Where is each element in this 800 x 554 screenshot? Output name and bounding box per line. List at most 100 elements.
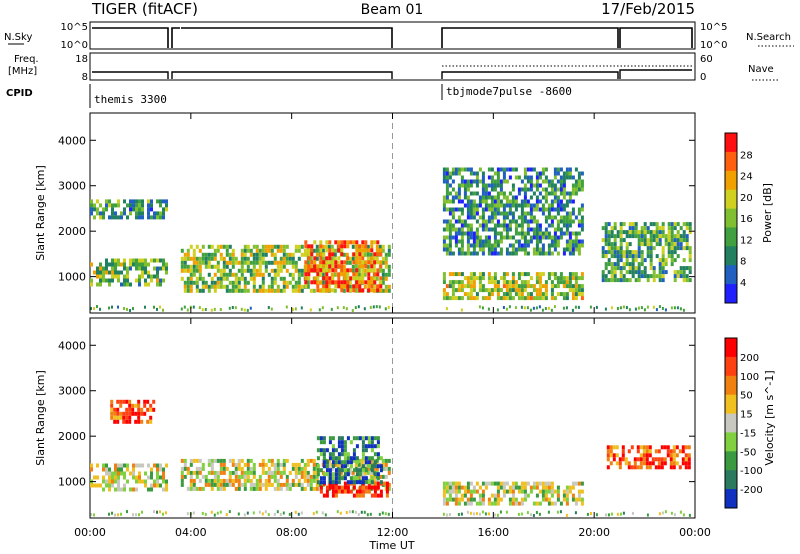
velocity-cell (331, 448, 335, 453)
power-cell (541, 235, 545, 240)
power-colorbar-tick: 28 (740, 150, 753, 161)
velocity-cell (201, 466, 205, 471)
power-cell (496, 191, 500, 196)
velocity-cell (113, 415, 117, 420)
velocity-cell (110, 403, 114, 408)
power-cell (243, 268, 247, 273)
velocity-cell (96, 475, 99, 480)
power-cell (613, 270, 617, 275)
power-cell (490, 227, 494, 232)
power-cell (219, 268, 223, 273)
power-cell (580, 288, 584, 293)
power-cell (487, 175, 491, 180)
power-cell (535, 292, 539, 297)
velocity-cell (541, 485, 545, 490)
power-cell (670, 262, 674, 267)
velocity-cell (114, 467, 117, 472)
power-cell (90, 278, 93, 283)
velocity-cell (339, 511, 342, 515)
velocity-cell (334, 472, 338, 477)
power-cell (357, 268, 361, 273)
power-cell (499, 191, 503, 196)
velocity-cell (207, 462, 211, 467)
power-cell (640, 306, 643, 310)
power-cell (670, 226, 674, 231)
power-cell (195, 268, 199, 273)
power-cell (556, 203, 560, 208)
velocity-cell (505, 510, 508, 514)
power-cell (568, 199, 572, 204)
velocity-cell (645, 465, 649, 470)
power-cell (352, 240, 356, 245)
power-cell (237, 276, 241, 281)
velocity-cell (222, 462, 226, 467)
power-cell (135, 211, 138, 216)
power-cell (538, 235, 542, 240)
velocity-cell (273, 478, 277, 483)
power-cell (565, 167, 569, 172)
power-cell (204, 264, 208, 269)
power-cell (234, 306, 237, 310)
power-cell (234, 272, 238, 277)
power-cell (538, 199, 542, 204)
power-cell (541, 203, 545, 208)
velocity-cell (102, 475, 105, 480)
velocity-cell (508, 489, 512, 494)
power-cell (442, 288, 446, 293)
velocity-cell (384, 474, 388, 479)
power-cell (487, 280, 491, 285)
velocity-cell (357, 474, 361, 479)
power-cell (442, 276, 446, 281)
power-cell (99, 211, 102, 216)
power-cell (201, 256, 205, 261)
power-cell (523, 251, 527, 256)
power-cell (322, 284, 326, 289)
power-cell (240, 260, 244, 265)
power-cell (487, 203, 491, 208)
velocity-cell (249, 482, 253, 487)
velocity-cell (463, 493, 467, 498)
power-cell (141, 211, 144, 216)
velocity-cell (334, 460, 338, 465)
power-cell (442, 219, 446, 224)
power-cell (478, 203, 482, 208)
velocity-cell (379, 480, 383, 485)
power-cell (307, 276, 311, 281)
power-cell (466, 296, 470, 301)
velocity-cell (135, 475, 138, 480)
velocity-cell (636, 457, 640, 462)
power-cell (550, 199, 554, 204)
power-cell (288, 280, 292, 285)
power-cell (604, 250, 608, 255)
velocity-cell (331, 476, 335, 481)
power-cell (213, 264, 217, 269)
velocity-cell (355, 489, 359, 494)
velocity-cell (249, 486, 253, 491)
power-cell (340, 244, 344, 249)
power-cell (643, 222, 647, 227)
velocity-cell (180, 458, 184, 463)
power-cell (472, 235, 476, 240)
velocity-cell (666, 449, 670, 454)
velocity-cell (150, 467, 153, 472)
velocity-cell (204, 474, 208, 479)
power-cell (162, 258, 165, 263)
power-cell (135, 258, 138, 263)
power-cell (655, 274, 659, 279)
velocity-cell (550, 493, 554, 498)
power-cell (186, 248, 190, 253)
velocity-cell (294, 474, 298, 479)
power-cell (153, 266, 156, 271)
power-cell (571, 187, 575, 192)
velocity-cell (346, 452, 350, 457)
power-cell (604, 230, 608, 235)
velocity-cell (111, 479, 114, 484)
power-colorbar-frame (724, 132, 738, 304)
power-cell (667, 238, 671, 243)
power-cell (457, 296, 461, 301)
power-cell (577, 207, 581, 212)
power-cell (240, 248, 244, 253)
power-cell (640, 242, 644, 247)
power-cell (267, 260, 271, 265)
power-cell (288, 272, 292, 277)
